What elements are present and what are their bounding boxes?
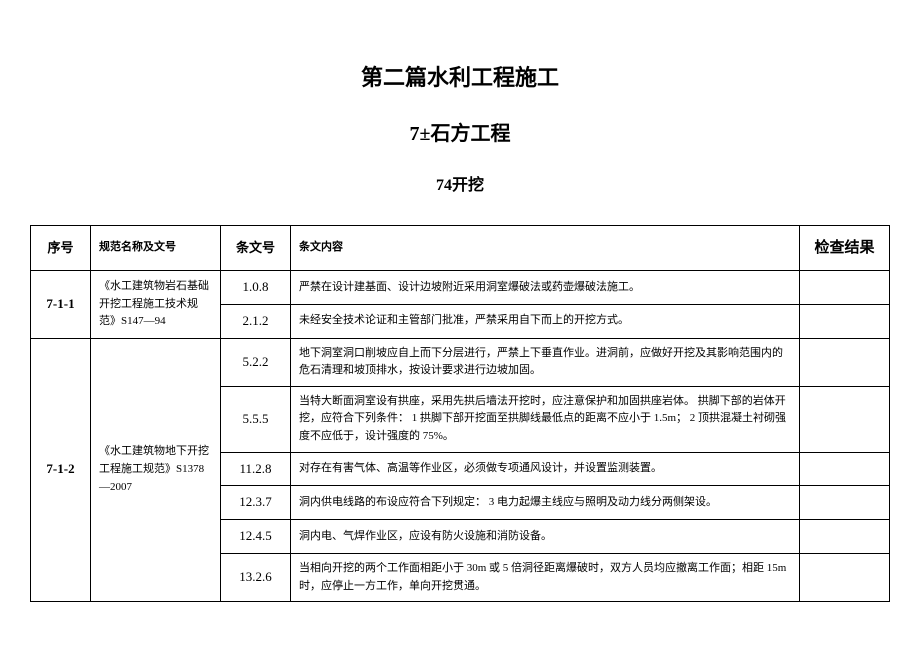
sub-title: 7±石方工程 <box>30 117 890 146</box>
cell-content: 未经安全技术论证和主管部门批准，严禁采用自下而上的开挖方式。 <box>291 304 800 338</box>
cell-result <box>800 271 890 305</box>
cell-result <box>800 452 890 486</box>
cell-content: 当特大断面洞室设有拱座，采用先拱后墙法开挖时，应注意保护和加固拱座岩体。 拱脚下… <box>291 386 800 452</box>
cell-content: 洞内电、气焊作业区，应设有防火设施和消防设备。 <box>291 520 800 554</box>
cell-spec: 《水工建筑物岩石基础开挖工程施工技术规范》S147—94 <box>91 271 221 339</box>
spec-table: 序号 规范名称及文号 条文号 条文内容 检查结果 7-1-1 《水工建筑物岩石基… <box>30 225 890 602</box>
table-row: 7-1-1 《水工建筑物岩石基础开挖工程施工技术规范》S147—94 1.0.8… <box>31 271 890 305</box>
cell-content: 地下洞室洞口削坡应自上而下分层进行，严禁上下垂直作业。进洞前，应做好开挖及其影响… <box>291 338 800 386</box>
cell-content: 洞内供电线路的布设应符合下列规定： 3 电力起爆主线应与照明及动力线分两侧架设。 <box>291 486 800 520</box>
cell-result <box>800 553 890 601</box>
cell-spec: 《水工建筑物地下开挖工程施工规范》S1378—2007 <box>91 338 221 602</box>
header-spec: 规范名称及文号 <box>91 226 221 271</box>
cell-result <box>800 304 890 338</box>
cell-clause: 5.2.2 <box>221 338 291 386</box>
cell-clause: 12.3.7 <box>221 486 291 520</box>
cell-clause: 13.2.6 <box>221 553 291 601</box>
table-row: 7-1-2 《水工建筑物地下开挖工程施工规范》S1378—2007 5.2.2 … <box>31 338 890 386</box>
main-title: 第二篇水利工程施工 <box>30 60 890 92</box>
cell-seq: 7-1-2 <box>31 338 91 602</box>
section-title: 74开挖 <box>30 171 890 195</box>
cell-content: 对存在有害气体、高温等作业区，必须做专项通风设计，并设置监测装置。 <box>291 452 800 486</box>
cell-clause: 5.5.5 <box>221 386 291 452</box>
header-result: 检查结果 <box>800 226 890 271</box>
cell-clause: 1.0.8 <box>221 271 291 305</box>
header-clause: 条文号 <box>221 226 291 271</box>
cell-result <box>800 486 890 520</box>
cell-result <box>800 386 890 452</box>
cell-content: 当相向开挖的两个工作面相距小于 30m 或 5 倍洞径距离爆破时，双方人员均应撤… <box>291 553 800 601</box>
title-section: 第二篇水利工程施工 7±石方工程 74开挖 <box>30 60 890 195</box>
header-content: 条文内容 <box>291 226 800 271</box>
header-seq: 序号 <box>31 226 91 271</box>
cell-result <box>800 338 890 386</box>
cell-content: 严禁在设计建基面、设计边坡附近采用洞室爆破法或药壶爆破法施工。 <box>291 271 800 305</box>
cell-result <box>800 520 890 554</box>
cell-seq: 7-1-1 <box>31 271 91 339</box>
cell-clause: 11.2.8 <box>221 452 291 486</box>
table-header-row: 序号 规范名称及文号 条文号 条文内容 检查结果 <box>31 226 890 271</box>
cell-clause: 12.4.5 <box>221 520 291 554</box>
cell-clause: 2.1.2 <box>221 304 291 338</box>
